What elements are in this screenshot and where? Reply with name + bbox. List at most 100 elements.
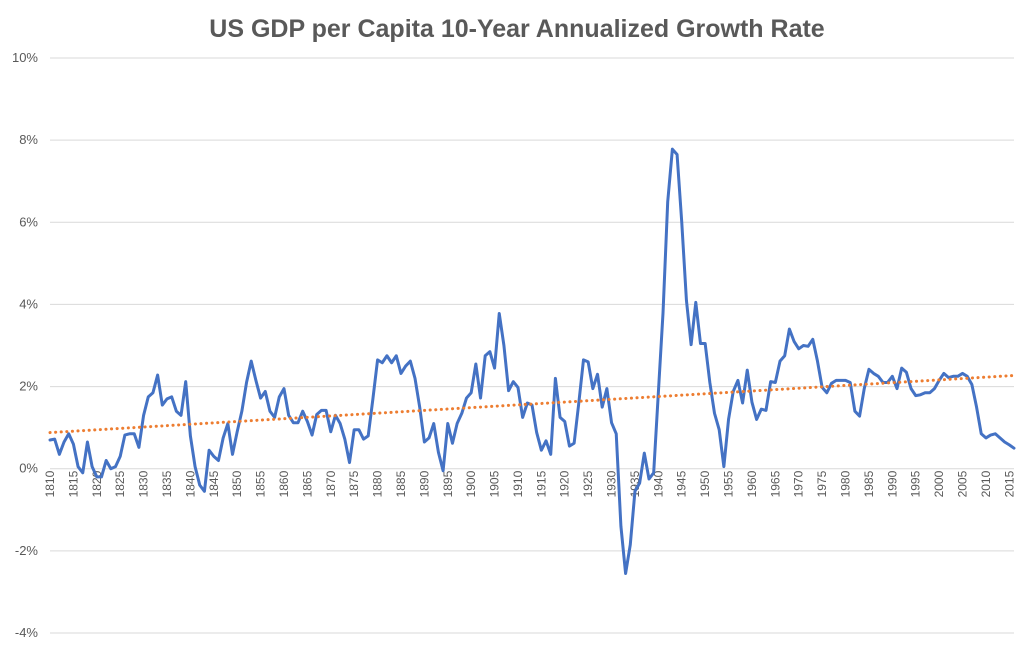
data-point <box>156 374 159 376</box>
x-tick-label: 1825 <box>113 470 127 497</box>
data-point <box>989 434 992 436</box>
data-point <box>128 433 131 435</box>
data-point <box>680 221 683 224</box>
data-point <box>259 397 262 399</box>
data-point <box>807 345 809 348</box>
x-tick-label: 1880 <box>371 470 385 497</box>
data-point <box>325 409 327 412</box>
x-tick-label: 1890 <box>417 470 431 497</box>
data-point <box>404 365 407 367</box>
data-point <box>512 380 515 383</box>
data-point <box>592 387 594 390</box>
data-point <box>840 379 842 382</box>
trendline-series <box>48 373 1016 435</box>
data-point <box>657 391 660 394</box>
x-tick-label: 1955 <box>722 470 736 497</box>
data-point <box>811 338 814 341</box>
data-point <box>826 391 828 394</box>
data-point <box>699 342 702 345</box>
x-tick-label: 1875 <box>347 470 361 497</box>
data-point <box>348 461 351 464</box>
data-point <box>362 438 365 440</box>
data-point <box>549 453 552 456</box>
x-tick-label: 2010 <box>979 470 993 497</box>
data-point <box>222 437 224 439</box>
data-point <box>96 476 98 478</box>
data-point <box>493 367 496 369</box>
data-point <box>86 441 89 443</box>
data-point <box>928 391 931 394</box>
data-point <box>372 398 374 400</box>
data-point <box>914 394 917 397</box>
data-point <box>868 368 870 371</box>
data-point <box>442 469 444 472</box>
chart-title: US GDP per Capita 10-Year Annualized Gro… <box>209 15 825 43</box>
data-point <box>49 439 51 441</box>
data-point <box>390 361 393 364</box>
data-point <box>587 361 589 363</box>
growth-rate-series <box>48 147 1016 575</box>
data-point <box>236 430 238 433</box>
data-point <box>119 455 121 458</box>
data-point <box>615 433 618 435</box>
data-point <box>709 381 711 384</box>
data-point <box>573 442 575 445</box>
data-point <box>652 472 655 474</box>
data-point <box>367 435 370 437</box>
data-point <box>966 375 968 378</box>
x-tick-label: 2015 <box>1002 470 1016 497</box>
gridlines <box>50 57 1014 634</box>
x-tick-label: 1935 <box>628 470 642 497</box>
data-point <box>606 387 608 390</box>
data-point <box>563 420 566 423</box>
data-point <box>147 396 150 398</box>
data-point <box>437 451 440 454</box>
data-point <box>634 490 636 493</box>
data-point <box>601 406 603 408</box>
data-point <box>559 416 561 419</box>
data-point <box>446 422 449 425</box>
data-point <box>376 359 379 361</box>
data-point <box>170 396 173 398</box>
data-point <box>414 377 416 380</box>
data-point <box>943 372 945 375</box>
x-tick-label: 1950 <box>698 470 712 497</box>
data-point <box>124 434 126 436</box>
data-point <box>91 465 93 468</box>
data-point <box>203 490 206 493</box>
data-point <box>269 410 271 413</box>
data-point <box>760 408 763 410</box>
data-point <box>194 465 196 468</box>
x-tick-label: 1835 <box>160 470 174 497</box>
data-point <box>184 380 187 383</box>
data-point <box>961 372 964 375</box>
data-point <box>498 312 501 315</box>
data-point <box>535 431 538 434</box>
data-point <box>994 433 997 435</box>
x-axis: 1810 1815 1820 1825 1830 1835 1840 1845 1850 1855… <box>43 470 1016 497</box>
data-point <box>694 301 697 304</box>
data-point <box>666 200 669 203</box>
data-point <box>180 414 182 417</box>
x-tick-label: 2000 <box>932 470 946 497</box>
data-point <box>161 404 164 406</box>
data-point <box>910 387 912 390</box>
data-point <box>507 389 510 392</box>
y-tick-label: -2% <box>15 543 39 558</box>
x-tick-label: 1905 <box>488 470 502 497</box>
data-point <box>582 359 585 361</box>
data-point <box>198 484 201 486</box>
data-point <box>643 452 646 454</box>
data-point <box>685 299 688 302</box>
data-point <box>830 382 833 385</box>
plot-area <box>48 147 1016 575</box>
x-tick-label: 1915 <box>534 470 548 497</box>
data-point <box>797 347 800 350</box>
data-point <box>409 360 412 362</box>
data-point <box>428 437 430 439</box>
data-point <box>110 467 112 470</box>
data-point <box>849 381 852 384</box>
data-point <box>72 443 75 445</box>
data-point <box>278 396 281 398</box>
data-point <box>503 344 505 347</box>
